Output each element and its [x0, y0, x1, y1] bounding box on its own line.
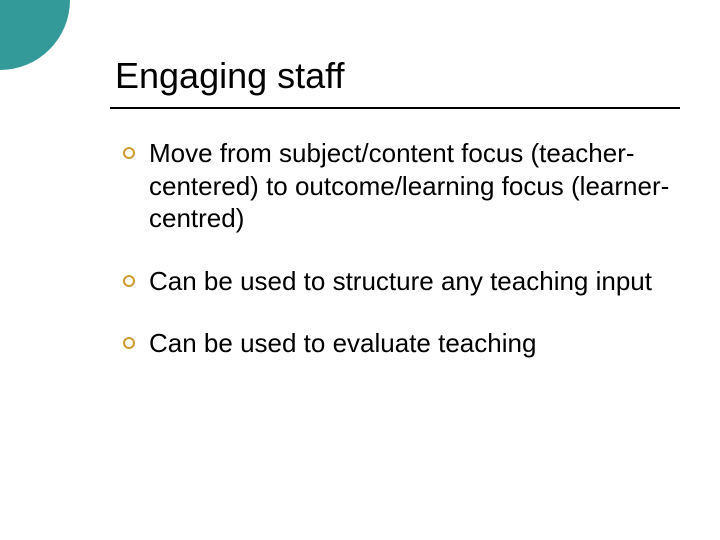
slide-title: Engaging staff [115, 55, 680, 97]
bullet-text: Can be used to structure any teaching in… [149, 265, 652, 298]
accent-corner-circle [0, 0, 70, 70]
title-underline [110, 107, 680, 109]
bullet-list: Move from subject/content focus (teacher… [115, 137, 680, 360]
bullet-item: Can be used to evaluate teaching [123, 327, 680, 360]
bullet-ring-icon [123, 337, 135, 349]
slide-content: Engaging staff Move from subject/content… [115, 55, 680, 390]
bullet-item: Move from subject/content focus (teacher… [123, 137, 680, 235]
bullet-text: Move from subject/content focus (teacher… [149, 137, 680, 235]
bullet-ring-icon [123, 147, 135, 159]
bullet-ring-icon [123, 275, 135, 287]
bullet-text: Can be used to evaluate teaching [149, 327, 536, 360]
bullet-item: Can be used to structure any teaching in… [123, 265, 680, 298]
